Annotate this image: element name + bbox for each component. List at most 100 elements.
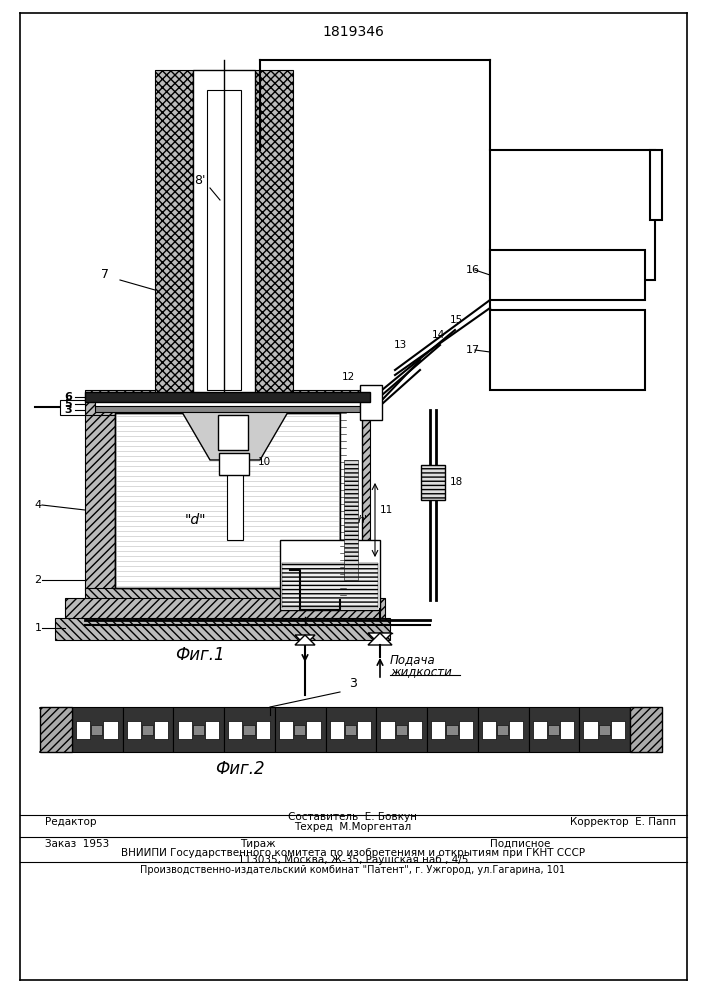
Text: 12: 12 (341, 372, 355, 382)
Bar (529, 707, 579, 752)
Bar (193, 70, 255, 400)
Bar (95, 400, 360, 407)
Bar (376, 707, 427, 752)
Bar (427, 707, 478, 752)
Text: Техред  М.Моргентал: Техред М.Моргентал (294, 822, 411, 832)
Text: 11: 11 (380, 505, 393, 515)
Bar (279, 721, 293, 739)
Text: 4: 4 (35, 500, 42, 510)
Bar (396, 725, 407, 735)
Text: 16: 16 (466, 265, 480, 275)
Text: 5: 5 (64, 399, 72, 409)
Bar (340, 410, 362, 600)
Bar (340, 405, 370, 590)
Text: 13: 13 (393, 340, 407, 350)
Text: Заказ  1953: Заказ 1953 (45, 839, 110, 849)
Bar (85, 390, 370, 415)
Bar (446, 725, 457, 735)
Text: 14: 14 (432, 330, 445, 340)
Bar (282, 563, 378, 608)
Bar (344, 460, 358, 580)
Bar (177, 721, 192, 739)
Polygon shape (368, 633, 392, 645)
Bar (127, 721, 141, 739)
Bar (579, 707, 630, 752)
Text: 1: 1 (35, 623, 42, 633)
Text: Тираж: Тираж (240, 839, 276, 849)
Bar (228, 721, 243, 739)
Text: 1819346: 1819346 (322, 25, 384, 39)
Text: 18: 18 (450, 477, 463, 487)
Text: 2: 2 (35, 575, 42, 585)
Text: 17: 17 (466, 345, 480, 355)
Bar (205, 721, 219, 739)
Polygon shape (175, 400, 295, 460)
Bar (72, 707, 123, 752)
Bar (275, 707, 326, 752)
Bar (85, 405, 115, 590)
Bar (60, 400, 85, 415)
Bar (207, 90, 241, 390)
Bar (40, 707, 72, 752)
Bar (103, 721, 117, 739)
Bar (173, 707, 224, 752)
Text: 15: 15 (450, 315, 463, 325)
Bar (532, 721, 547, 739)
Bar (224, 707, 275, 752)
Text: жидкости: жидкости (390, 666, 452, 678)
Bar (490, 250, 645, 300)
Text: Фиг.2: Фиг.2 (215, 760, 265, 778)
Polygon shape (368, 633, 392, 645)
Bar (431, 721, 445, 739)
Bar (478, 707, 529, 752)
Bar (123, 707, 173, 752)
Bar (95, 406, 360, 412)
Text: Подача: Подача (390, 654, 436, 666)
Bar (243, 725, 255, 735)
Bar (85, 392, 370, 402)
Bar (193, 725, 204, 735)
Bar (155, 70, 193, 400)
Text: 8': 8' (194, 174, 206, 186)
Bar (65, 598, 385, 620)
Bar (142, 725, 153, 735)
Bar (306, 721, 320, 739)
Bar (408, 721, 422, 739)
Bar (459, 721, 473, 739)
Text: "d": "d" (185, 513, 206, 527)
Bar (509, 721, 523, 739)
Bar (76, 721, 90, 739)
Text: Фиг.1: Фиг.1 (175, 646, 225, 664)
Bar (583, 721, 597, 739)
Bar (357, 721, 371, 739)
Bar (482, 721, 496, 739)
Polygon shape (295, 635, 315, 645)
Bar (294, 725, 305, 735)
Text: 3: 3 (349, 677, 357, 690)
Text: 3: 3 (64, 405, 72, 415)
Bar (548, 725, 559, 735)
Bar (227, 460, 243, 540)
Bar (421, 465, 445, 500)
Bar (85, 588, 370, 610)
Bar (91, 725, 103, 735)
Polygon shape (295, 635, 315, 645)
Text: Составитель  Е. Бовкун: Составитель Е. Бовкун (288, 812, 418, 822)
Bar (154, 721, 168, 739)
Bar (560, 721, 574, 739)
Text: 113035, Москва, Ж-35, Раушская наб., 4/5: 113035, Москва, Ж-35, Раушская наб., 4/5 (238, 855, 468, 865)
Bar (55, 618, 390, 640)
Text: h': h' (358, 515, 368, 525)
Bar (497, 725, 508, 735)
Bar (218, 415, 248, 450)
Bar (360, 385, 382, 420)
Text: ВНИИПИ Государственного комитета по изобретениям и открытиям при ГКНТ СССР: ВНИИПИ Государственного комитета по изоб… (121, 848, 585, 858)
Bar (219, 453, 249, 475)
Bar (611, 721, 625, 739)
Bar (650, 150, 662, 220)
Bar (490, 150, 655, 280)
Text: Производственно-издательский комбинат "Патент", г. Ужгород, ул.Гагарина, 101: Производственно-издательский комбинат "П… (141, 865, 566, 875)
Bar (115, 413, 340, 588)
Bar (490, 310, 645, 390)
Bar (599, 725, 609, 735)
